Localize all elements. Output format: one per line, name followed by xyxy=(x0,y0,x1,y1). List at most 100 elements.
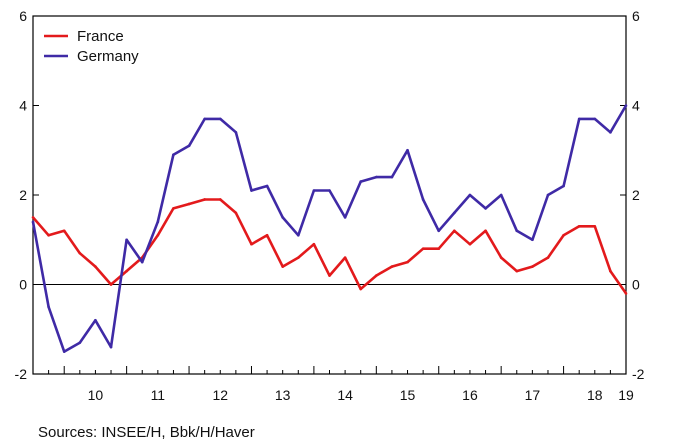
x-tick-label: 17 xyxy=(525,387,541,403)
data-point-germany xyxy=(469,194,472,197)
data-point-germany xyxy=(484,207,487,210)
data-point-germany xyxy=(406,149,409,152)
right-y-axis: -2 0 2 4 6 xyxy=(620,8,645,382)
y-tick-label-right: 0 xyxy=(632,277,640,293)
data-point-france xyxy=(157,234,160,237)
x-tick-label: 14 xyxy=(337,387,353,403)
y-tick-label-right: 6 xyxy=(632,8,640,24)
data-point-germany xyxy=(422,198,425,201)
legend-label: Germany xyxy=(77,48,139,65)
data-point-germany xyxy=(110,346,113,349)
y-tick-label-left: 6 xyxy=(19,8,27,24)
data-point-france xyxy=(500,256,503,259)
plot-frame xyxy=(33,16,626,374)
source-note: Sources: INSEE/H, Bbk/H/Haver xyxy=(38,424,255,441)
data-point-germany xyxy=(235,131,238,134)
data-point-germany xyxy=(593,118,596,121)
data-point-france xyxy=(328,274,331,277)
data-point-germany xyxy=(437,230,440,233)
data-point-france xyxy=(235,212,238,215)
data-point-france xyxy=(562,234,565,237)
x-tick-label: 19 xyxy=(618,387,634,403)
data-point-germany xyxy=(625,104,628,107)
data-point-germany xyxy=(125,238,128,241)
data-point-france xyxy=(47,234,50,237)
left-y-axis: -2 0 2 4 6 xyxy=(15,8,39,382)
data-point-france xyxy=(609,270,612,273)
y-tick-label-left: 4 xyxy=(19,98,27,114)
data-point-germany xyxy=(547,194,550,197)
data-point-france xyxy=(531,265,534,268)
data-point-france xyxy=(469,243,472,246)
x-tick-label: 13 xyxy=(275,387,291,403)
y-tick-label-right: -2 xyxy=(632,366,645,382)
data-point-france xyxy=(344,256,347,259)
data-point-france xyxy=(422,247,425,250)
data-point-france xyxy=(172,207,175,210)
data-point-france xyxy=(359,288,362,291)
data-point-france xyxy=(437,247,440,250)
data-point-france xyxy=(515,270,518,273)
y-tick-label-right: 2 xyxy=(632,187,640,203)
data-point-france xyxy=(375,274,378,277)
legend: France Germany xyxy=(44,28,139,65)
legend-label: France xyxy=(77,28,124,45)
y-tick-label-right: 4 xyxy=(632,98,640,114)
data-point-france xyxy=(484,230,487,233)
series-lines xyxy=(32,104,628,353)
data-point-france xyxy=(219,198,222,201)
data-point-germany xyxy=(515,230,518,233)
x-tick-label: 15 xyxy=(400,387,416,403)
data-point-germany xyxy=(94,319,97,322)
data-point-germany xyxy=(562,185,565,188)
data-point-france xyxy=(578,225,581,228)
data-point-france xyxy=(32,216,35,219)
data-point-germany xyxy=(391,176,394,179)
data-point-france xyxy=(547,256,550,259)
data-point-france xyxy=(391,265,394,268)
data-point-germany xyxy=(578,118,581,121)
data-point-france xyxy=(110,283,113,286)
data-point-germany xyxy=(79,341,82,344)
data-point-germany xyxy=(531,238,534,241)
data-point-germany xyxy=(63,350,66,353)
data-point-germany xyxy=(172,153,175,156)
data-point-france xyxy=(453,230,456,233)
data-point-germany xyxy=(313,189,316,192)
data-point-france xyxy=(63,230,66,233)
x-tick-label: 11 xyxy=(151,387,166,403)
data-point-germany xyxy=(281,216,284,219)
x-tick-label: 10 xyxy=(88,387,104,403)
data-point-france xyxy=(94,265,97,268)
data-point-france xyxy=(203,198,206,201)
data-point-france xyxy=(250,243,253,246)
y-tick-label-left: 2 xyxy=(19,187,27,203)
data-point-germany xyxy=(157,221,160,224)
x-tick-label: 16 xyxy=(462,387,478,403)
data-point-germany xyxy=(47,306,50,309)
y-tick-label-left: -2 xyxy=(15,366,28,382)
data-point-france xyxy=(266,234,269,237)
data-point-germany xyxy=(188,144,191,147)
data-point-germany xyxy=(375,176,378,179)
x-tick-label: 18 xyxy=(587,387,603,403)
y-tick-label-left: 0 xyxy=(19,277,27,293)
data-point-germany xyxy=(344,216,347,219)
data-point-france xyxy=(188,203,191,206)
data-point-france xyxy=(297,256,300,259)
data-point-germany xyxy=(141,261,144,264)
data-point-france xyxy=(313,243,316,246)
data-point-germany xyxy=(250,189,253,192)
data-point-germany xyxy=(219,118,222,121)
data-point-germany xyxy=(500,194,503,197)
data-point-france xyxy=(406,261,409,264)
data-point-france xyxy=(125,270,128,273)
data-point-france xyxy=(625,292,628,295)
data-point-germany xyxy=(609,131,612,134)
x-tick-label: 12 xyxy=(212,387,228,403)
series-line-germany xyxy=(33,106,626,352)
data-point-germany xyxy=(266,185,269,188)
data-point-germany xyxy=(32,221,35,224)
data-point-france xyxy=(281,265,284,268)
